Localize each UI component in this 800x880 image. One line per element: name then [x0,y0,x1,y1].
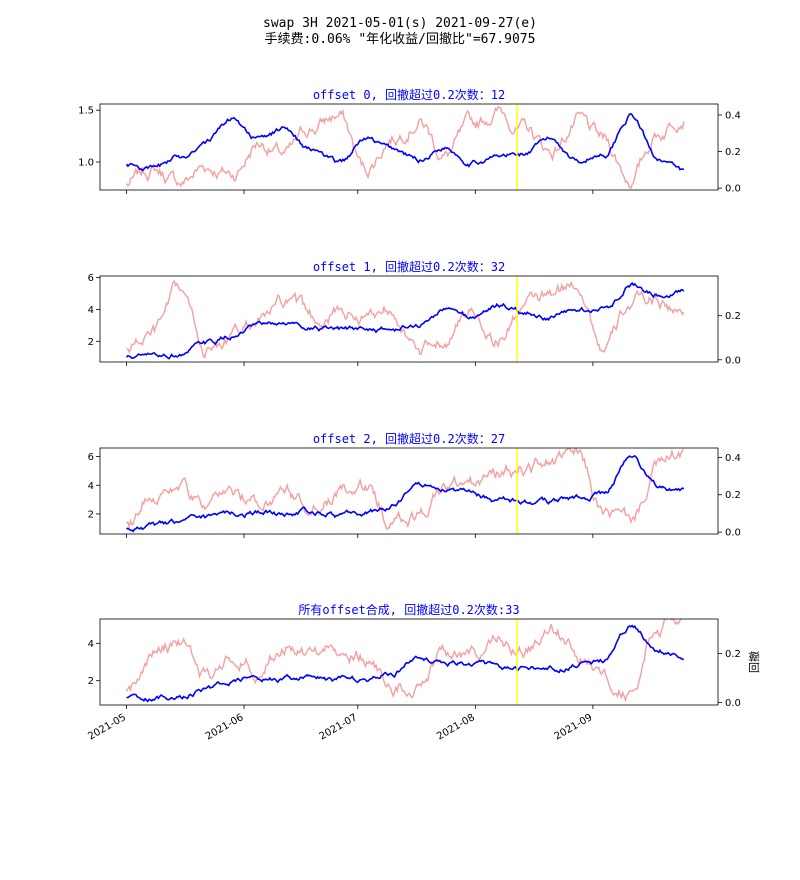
subplot-1: offset 1, 回撤超过0.2次数：32 2 4 6 0.0 0.2 [88,259,741,366]
equity-line [125,281,685,360]
ytick-right-label: 0.4 [725,453,741,464]
ytick-left-label: 2 [88,509,94,520]
ytick-left-label: 4 [88,305,94,316]
subplot-title: offset 0, 回撤超过0.2次数：12 [313,87,505,102]
equity-line [126,454,685,533]
ytick-right-label: 0.0 [725,184,741,195]
ytick-right-label: 0.2 [725,490,741,501]
ylabel-right: 回撤 [747,651,761,673]
axes-frame [99,275,719,363]
xtick-label: 2021-05 [86,712,128,742]
subplot-title: 所有offset合成, 回撤超过0.2次数:33 [298,602,519,617]
ytick-left-label: 1.0 [78,158,94,169]
equity-line [125,112,684,172]
ytick-right-label: 0.2 [725,649,741,660]
ytick-right-label: 0.2 [725,311,741,322]
ytick-right-label: 0.0 [725,355,741,366]
ytick-right-label: 0.2 [725,147,741,158]
subplot-2: offset 2, 回撤超过0.2次数：27 2 4 6 0.0 0.2 0.4 [88,431,741,539]
xtick-label: 2021-09 [553,712,595,742]
ytick-left-label: 4 [88,639,94,650]
figure-title: swap 3H 2021-05-01(s) 2021-09-27(e) [263,16,537,31]
ytick-left-label: 6 [88,273,94,284]
figure-subtitle: 手续费:0.06% "年化收益/回撤比"=67.9075 [265,31,536,47]
xtick-label: 2021-07 [318,712,360,742]
axes-frame [99,618,719,706]
drawdown-line [125,106,685,190]
axes-frame [99,447,719,535]
ytick-right-label: 0.0 [725,528,741,539]
ytick-left-label: 2 [88,676,94,687]
xtick-label: 2021-08 [435,712,477,742]
ytick-left-label: 6 [88,452,94,463]
equity-line [126,624,685,703]
ytick-left-label: 1.5 [78,106,94,117]
plot-area [125,619,685,705]
ytick-left-label: 2 [88,337,94,348]
xtick-label: 2021-06 [204,712,246,742]
drawdown-line [126,448,685,531]
subplot-3: 所有offset合成, 回撤超过0.2次数:33 2 4 0.0 0.2 2021-05 2… [86,602,761,742]
ytick-right-label: 0.4 [725,110,741,121]
subplots: offset 0, 回撤超过0.2次数：121.01.50.00.20.4off… [78,87,761,742]
subplot-title: offset 1, 回撤超过0.2次数：32 [313,259,505,274]
axes-frame [99,103,719,191]
plot-area [125,276,685,362]
subplot-title: offset 2, 回撤超过0.2次数：27 [313,431,505,446]
subplot-0: offset 0, 回撤超过0.2次数：12 1.0 1.5 0.0 0.2 0.4 [78,87,741,195]
ytick-right-label: 0.0 [725,698,741,709]
ytick-left-label: 4 [88,481,94,492]
plot-area [126,448,685,534]
drawdown-line [126,279,685,359]
plot-area [125,104,685,190]
